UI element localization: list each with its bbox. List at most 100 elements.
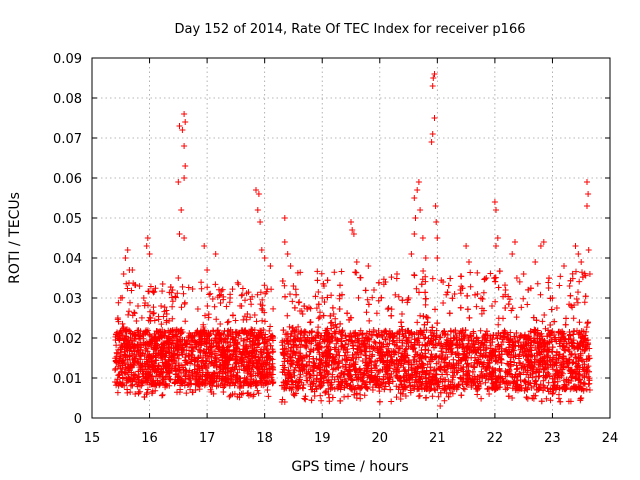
data-point — [236, 394, 243, 401]
data-point — [126, 308, 132, 315]
data-point — [123, 334, 130, 340]
data-point — [447, 275, 454, 282]
data-point — [252, 353, 259, 360]
data-point — [481, 275, 488, 282]
data-point — [179, 283, 186, 290]
data-point — [571, 328, 578, 335]
data-point — [312, 293, 319, 300]
data-point — [221, 327, 228, 334]
data-point — [388, 398, 395, 405]
data-point — [216, 292, 223, 299]
data-point — [243, 350, 250, 357]
data-point — [159, 391, 166, 398]
data-point — [248, 331, 255, 338]
data-point — [363, 309, 370, 316]
data-point — [495, 284, 502, 291]
data-point — [239, 285, 246, 292]
data-point — [254, 291, 261, 298]
data-point — [563, 315, 569, 322]
data-point — [123, 328, 130, 335]
data-point — [537, 291, 544, 298]
data-point — [429, 324, 436, 331]
data-point — [159, 288, 166, 295]
data-point — [429, 393, 436, 400]
data-point — [185, 284, 192, 291]
data-point — [262, 318, 268, 325]
data-point — [167, 376, 174, 383]
data-point — [255, 390, 262, 397]
data-point — [411, 272, 418, 279]
data-point — [169, 360, 176, 367]
data-point — [513, 275, 520, 281]
data-point — [575, 289, 581, 296]
data-point — [258, 305, 265, 312]
data-point — [150, 304, 157, 311]
data-point — [293, 291, 300, 298]
data-point — [445, 282, 452, 289]
data-point — [200, 321, 207, 328]
data-point — [127, 389, 134, 396]
data-point — [365, 301, 372, 308]
data-point — [483, 328, 490, 335]
data-point — [352, 269, 359, 276]
data-point — [144, 348, 151, 355]
data-point — [387, 386, 394, 393]
data-point — [151, 288, 158, 295]
data-point — [150, 289, 157, 296]
data-point — [174, 290, 181, 297]
data-point — [421, 335, 428, 342]
data-point — [373, 310, 380, 317]
data-point — [160, 340, 166, 347]
data-point — [369, 387, 376, 393]
data-point — [362, 287, 369, 294]
data-point — [449, 390, 456, 397]
data-point — [217, 300, 224, 306]
data-point — [337, 320, 344, 327]
data-point — [133, 381, 140, 388]
data-point — [422, 346, 429, 353]
data-point — [473, 303, 480, 310]
data-point — [314, 277, 321, 284]
data-points — [112, 71, 593, 409]
data-point — [235, 281, 242, 288]
data-point — [458, 273, 465, 280]
data-point — [457, 304, 464, 311]
data-point — [154, 351, 161, 358]
data-point — [291, 304, 298, 311]
data-point — [131, 376, 138, 382]
data-point — [230, 371, 237, 378]
data-point — [168, 294, 175, 301]
data-point — [496, 367, 503, 374]
data-point — [198, 285, 205, 292]
data-point — [258, 327, 265, 334]
data-point — [495, 321, 502, 328]
data-point — [315, 289, 322, 295]
data-point — [207, 343, 214, 350]
data-point — [137, 388, 143, 395]
data-point — [547, 397, 554, 404]
data-point — [251, 312, 258, 318]
data-point — [172, 293, 179, 300]
data-point — [204, 333, 211, 340]
data-point — [322, 389, 329, 396]
data-point — [147, 283, 154, 290]
data-point — [287, 291, 293, 298]
data-point — [212, 281, 219, 288]
data-point — [125, 371, 132, 378]
data-point — [384, 306, 391, 313]
data-point — [344, 310, 351, 317]
data-point — [317, 392, 324, 399]
data-point — [414, 319, 421, 326]
data-point — [253, 318, 260, 325]
data-point — [192, 357, 199, 364]
data-point — [366, 317, 373, 324]
data-point — [129, 331, 136, 338]
data-point — [441, 397, 448, 404]
data-point — [127, 299, 133, 306]
data-point — [418, 281, 425, 288]
data-point — [169, 298, 176, 305]
data-point — [545, 285, 552, 291]
data-point — [500, 315, 506, 322]
data-point — [229, 391, 236, 398]
data-point — [361, 392, 368, 399]
